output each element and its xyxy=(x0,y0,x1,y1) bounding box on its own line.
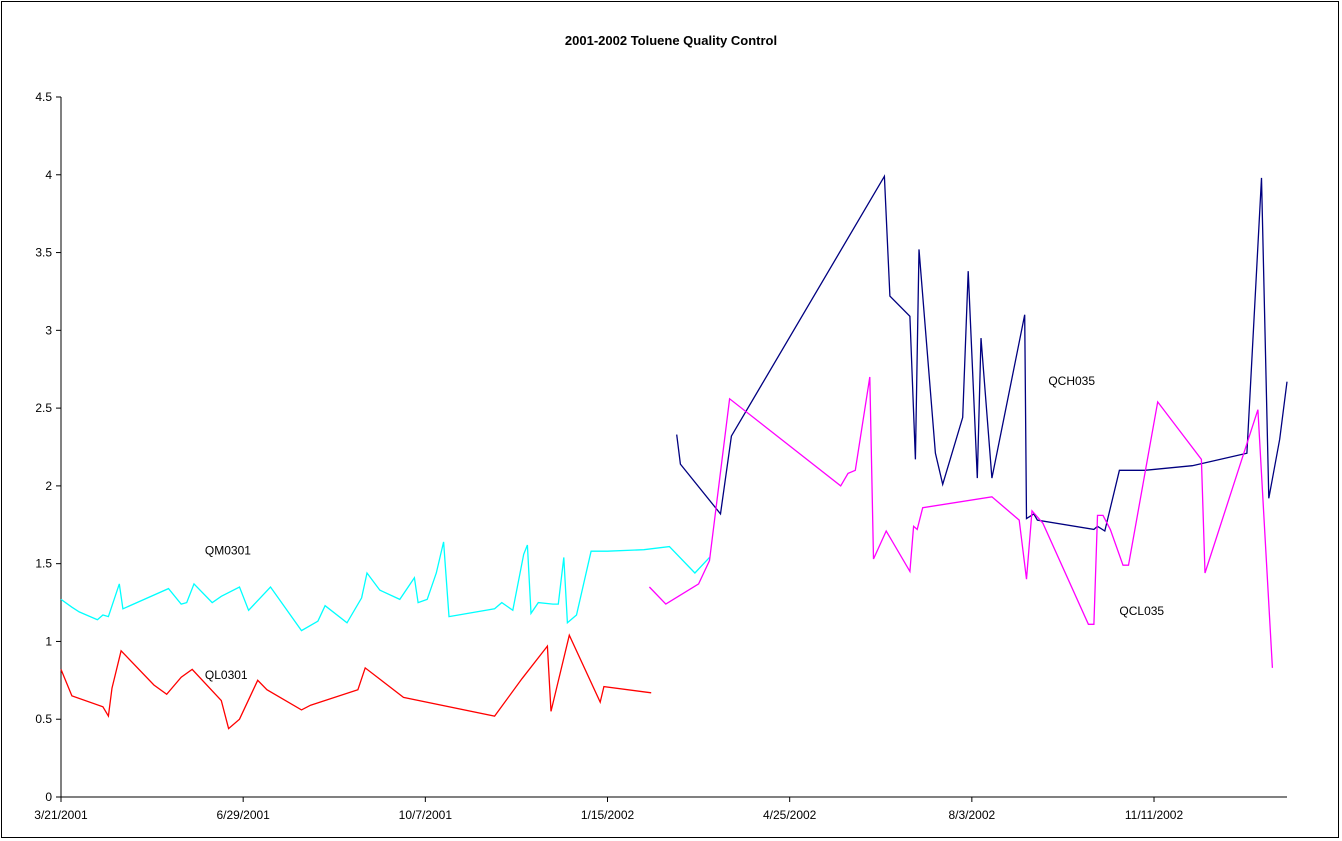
x-tick-label: 4/25/2002 xyxy=(763,808,817,822)
series-line-qcl035 xyxy=(648,376,1274,668)
y-tick-label: 1.5 xyxy=(35,557,52,571)
x-tick-label: 10/7/2001 xyxy=(399,808,453,822)
series-line-ql0301 xyxy=(60,633,652,730)
series-label-qm0301: QM0301 xyxy=(205,543,251,557)
y-tick-label: 0.5 xyxy=(35,712,52,726)
series-layer xyxy=(60,174,1288,730)
x-tick-label: 1/15/2002 xyxy=(581,808,635,822)
x-tick-label: 8/3/2002 xyxy=(948,808,995,822)
y-tick-label: 4 xyxy=(45,168,52,182)
y-tick-label: 2 xyxy=(45,479,52,493)
series-label-qch035: QCH035 xyxy=(1048,374,1095,388)
chart-axes: 0 0.5 1 1.5 2 2.5 3 3.5 4 4.5 3/21/2001 6/29/2001 10… xyxy=(34,90,1287,822)
series-line-qm0301 xyxy=(60,541,710,632)
chart-title: 2001-2002 Toluene Quality Control xyxy=(565,33,777,48)
y-tick-label: 3 xyxy=(45,323,52,337)
y-tick-label: 2.5 xyxy=(35,401,52,415)
x-tick-label: 3/21/2001 xyxy=(34,808,88,822)
y-tick-label: 3.5 xyxy=(35,246,52,260)
series-line-qch035 xyxy=(676,174,1288,533)
y-tick-label: 4.5 xyxy=(35,90,52,104)
x-tick-label: 11/11/2002 xyxy=(1125,808,1184,822)
series-labels: QM0301 QL0301 QCH035 QCL035 xyxy=(205,374,1165,682)
y-tick-label: 1 xyxy=(45,634,52,648)
series-label-qcl035: QCL035 xyxy=(1119,604,1164,618)
y-tick-label: 0 xyxy=(45,790,52,804)
series-label-ql0301: QL0301 xyxy=(205,668,248,682)
x-tick-label: 6/29/2001 xyxy=(216,808,270,822)
